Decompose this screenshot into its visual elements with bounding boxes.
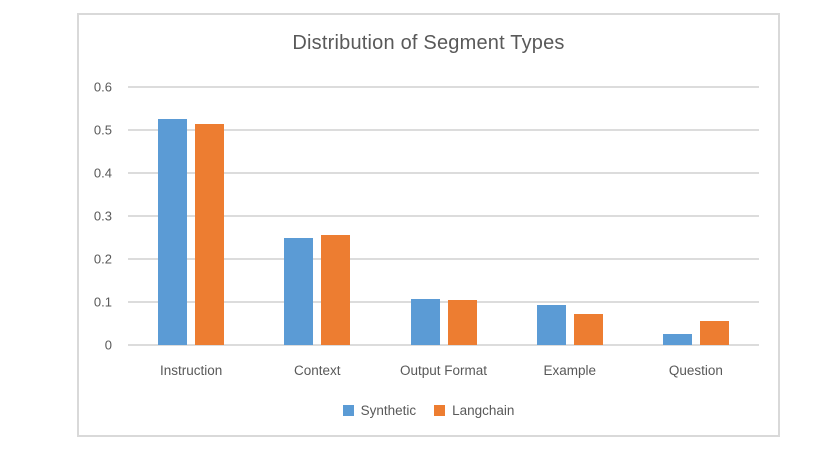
bar-group-instruction [128, 87, 254, 345]
x-axis-category-label-instruction: Instruction [159, 363, 223, 378]
legend-label-langchain: Langchain [452, 403, 515, 418]
gridline-0-1 [128, 301, 759, 303]
bar-langchain-output-format [447, 300, 477, 345]
y-axis-tick-label-0-4: 0.4 [93, 165, 112, 181]
x-axis-category-label-example: Example [543, 363, 596, 378]
x-axis-category-label-context: Context [294, 363, 341, 378]
bar-synthetic-output-format [410, 299, 440, 345]
y-axis-tick-label-0-2: 0.2 [93, 251, 112, 267]
bar-langchain-question [699, 321, 729, 345]
chart-title: Distribution of Segment Types [292, 32, 565, 54]
gridline-0-3 [128, 215, 759, 217]
x-axis-category-label-output-format: Output Format [399, 363, 488, 378]
bar-group-output-format [380, 87, 506, 345]
bar-group-question [633, 87, 759, 345]
y-axis-tick-label-0-5: 0.5 [93, 122, 112, 138]
bar-synthetic-example [536, 305, 566, 345]
gridline-0-6 [128, 86, 759, 88]
bar-langchain-context [321, 235, 351, 345]
bar-synthetic-question [662, 334, 692, 345]
bars-layer [128, 87, 759, 345]
bar-group-example [507, 87, 633, 345]
y-axis-tick-label-0-1: 0.1 [93, 294, 112, 310]
gridline-0 [128, 344, 759, 346]
bar-synthetic-context [284, 237, 314, 345]
x-axis-category-label-question: Question [668, 363, 723, 378]
x-axis-labels: Instruction Context Output Format Example Qu… [128, 363, 759, 378]
legend-item-langchain: Langchain [434, 403, 514, 418]
legend-swatch-langchain [434, 405, 446, 416]
plot-area: 0 0.1 0.2 0.3 0.4 0.5 0.6 [94, 81, 759, 352]
y-axis-tick-label-0-3: 0.3 [93, 208, 112, 224]
legend-swatch-synthetic [342, 405, 354, 416]
y-axis-tick-label-0-6: 0.6 [93, 79, 112, 95]
chart-container: Distribution of Segment Types 0 0.1 0.2 0.3… [77, 13, 780, 437]
bar-langchain-instruction [195, 123, 225, 345]
y-axis-tick-label-0: 0 [104, 337, 112, 353]
gridline-0-2 [128, 258, 759, 260]
bar-langchain-example [573, 314, 603, 345]
bar-group-context [254, 87, 380, 345]
legend-label-synthetic: Synthetic [360, 403, 417, 418]
gridline-0-4 [128, 172, 759, 174]
legend: Synthetic Langchain [79, 403, 778, 418]
bar-synthetic-instruction [158, 119, 188, 345]
gridline-0-5 [128, 129, 759, 131]
legend-item-synthetic: Synthetic [342, 403, 417, 418]
